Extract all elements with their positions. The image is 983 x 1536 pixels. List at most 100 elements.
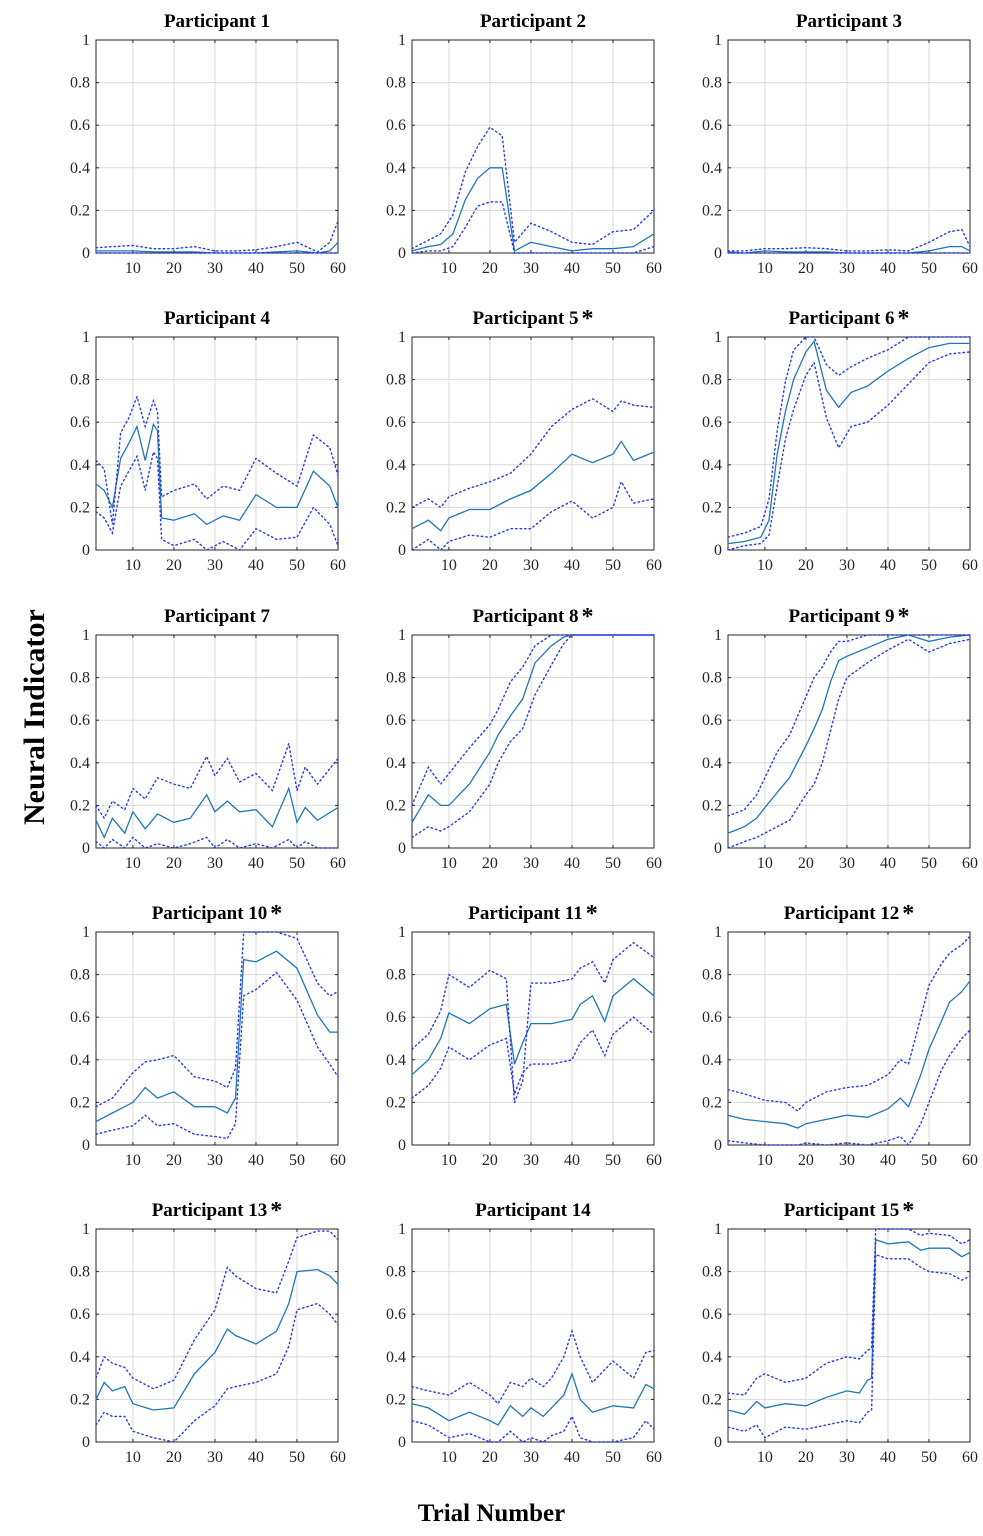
x-tick-label: 30 [839, 557, 855, 574]
significance-marker: * [902, 1198, 914, 1224]
y-tick-label: 0.6 [702, 1306, 722, 1323]
x-tick-label: 10 [125, 1449, 141, 1466]
x-tick-label: 40 [880, 1152, 896, 1169]
subplot-participant-10: 10 20 30 40 50 60 0 0.2 0.4 0.6 0.8 1 Participant 10… [70, 901, 346, 1169]
x-tick-label: 50 [921, 855, 937, 872]
x-tick-label: 60 [962, 1449, 978, 1466]
subplot-title: Participant 11 * [468, 901, 598, 927]
lower-bound-line [411, 1414, 655, 1443]
y-tick-label: 0.6 [386, 1009, 406, 1026]
axes-frame [727, 336, 971, 551]
y-tick-label: 0.2 [70, 499, 90, 516]
y-tick-label: 0.6 [386, 1306, 406, 1323]
x-tick-label: 20 [798, 855, 814, 872]
x-tick-label: 20 [798, 557, 814, 574]
x-tick-label: 60 [646, 855, 662, 872]
subplot-title: Participant 6 * [788, 306, 909, 332]
x-tick-label: 40 [880, 1449, 896, 1466]
global-x-axis-label: Trial Number [417, 1500, 566, 1527]
axes-frame [411, 39, 655, 254]
x-tick-label: 20 [798, 1449, 814, 1466]
subplot-participant-5: 10 20 30 40 50 60 0 0.2 0.4 0.6 0.8 1 Participant 5 * [386, 306, 662, 574]
x-tick-label: 40 [248, 260, 264, 277]
y-tick-label: 0.4 [702, 457, 722, 474]
significance-marker: * [586, 901, 598, 927]
y-tick-label: 0.6 [702, 414, 722, 431]
subplot-participant-14: 10 20 30 40 50 60 0 0.2 0.4 0.6 0.8 1 Participant 14 [386, 1200, 662, 1466]
x-tick-label: 30 [839, 855, 855, 872]
lower-bound-line [727, 1253, 971, 1439]
mean-line [95, 1268, 339, 1411]
y-tick-label: 0 [714, 1434, 722, 1451]
x-tick-label: 50 [605, 1449, 621, 1466]
y-tick-label: 1 [82, 1221, 90, 1238]
lower-bound-line [95, 450, 339, 551]
subplot-participant-8: 10 20 30 40 50 60 0 0.2 0.4 0.6 0.8 1 Participant 8 * [386, 604, 662, 872]
x-tick-label: 20 [482, 260, 498, 277]
y-tick-label: 0.2 [70, 797, 90, 814]
axes-frame [95, 1228, 339, 1443]
x-tick-label: 60 [646, 260, 662, 277]
significance-marker: * [582, 306, 594, 332]
y-tick-label: 0 [82, 1137, 90, 1154]
subplot-title: Participant 1 [164, 11, 270, 32]
y-tick-label: 0 [398, 840, 406, 857]
lower-bound-line [95, 971, 339, 1140]
x-tick-label: 10 [441, 1449, 457, 1466]
x-tick-label: 10 [125, 260, 141, 277]
subplot-title: Participant 5 * [472, 306, 593, 332]
y-tick-label: 0.4 [386, 755, 406, 772]
lower-bound-line [727, 638, 971, 849]
x-tick-label: 50 [605, 557, 621, 574]
x-tick-label: 30 [207, 260, 223, 277]
y-tick-label: 0 [82, 840, 90, 857]
y-tick-label: 0.6 [70, 1306, 90, 1323]
y-tick-label: 1 [714, 1221, 722, 1238]
x-tick-label: 30 [523, 1152, 539, 1169]
y-tick-label: 0 [714, 245, 722, 262]
significance-marker: * [902, 901, 914, 927]
upper-bound-line [727, 336, 971, 538]
y-tick-label: 1 [714, 924, 722, 941]
x-tick-label: 40 [564, 557, 580, 574]
x-tick-label: 10 [441, 1152, 457, 1169]
axes-frame [95, 336, 339, 551]
x-tick-label: 40 [564, 260, 580, 277]
y-tick-label: 0.8 [70, 967, 90, 984]
axes-frame [727, 39, 971, 254]
axes-frame [95, 931, 339, 1146]
y-tick-label: 0 [398, 1137, 406, 1154]
x-tick-label: 20 [482, 1152, 498, 1169]
mean-line [727, 980, 971, 1129]
y-tick-label: 0.2 [702, 1391, 722, 1408]
upper-bound-line [95, 394, 339, 525]
y-tick-label: 0.4 [70, 1349, 90, 1366]
y-tick-label: 1 [398, 627, 406, 644]
y-tick-label: 0.8 [70, 670, 90, 687]
y-tick-label: 1 [714, 329, 722, 346]
y-tick-label: 0.2 [702, 202, 722, 219]
mean-line [95, 786, 339, 839]
y-tick-label: 0.8 [702, 670, 722, 687]
y-tick-label: 0 [82, 542, 90, 559]
x-tick-label: 60 [962, 855, 978, 872]
significance-marker: * [898, 604, 910, 630]
x-tick-label: 10 [125, 557, 141, 574]
y-tick-label: 0.6 [70, 712, 90, 729]
y-tick-label: 1 [398, 1221, 406, 1238]
x-tick-label: 60 [962, 1152, 978, 1169]
x-tick-label: 40 [248, 1152, 264, 1169]
lower-bound-line [411, 634, 655, 839]
x-tick-label: 10 [757, 855, 773, 872]
subplot-participant-15: 10 20 30 40 50 60 0 0.2 0.4 0.6 0.8 1 Participant 15… [702, 1198, 978, 1466]
y-tick-label: 0.4 [70, 457, 90, 474]
x-tick-label: 20 [166, 855, 182, 872]
x-tick-label: 60 [330, 1449, 346, 1466]
y-tick-label: 0 [398, 542, 406, 559]
axes-frame [95, 39, 339, 254]
x-tick-label: 30 [207, 1449, 223, 1466]
y-tick-label: 0.2 [386, 202, 406, 219]
x-tick-label: 40 [248, 855, 264, 872]
